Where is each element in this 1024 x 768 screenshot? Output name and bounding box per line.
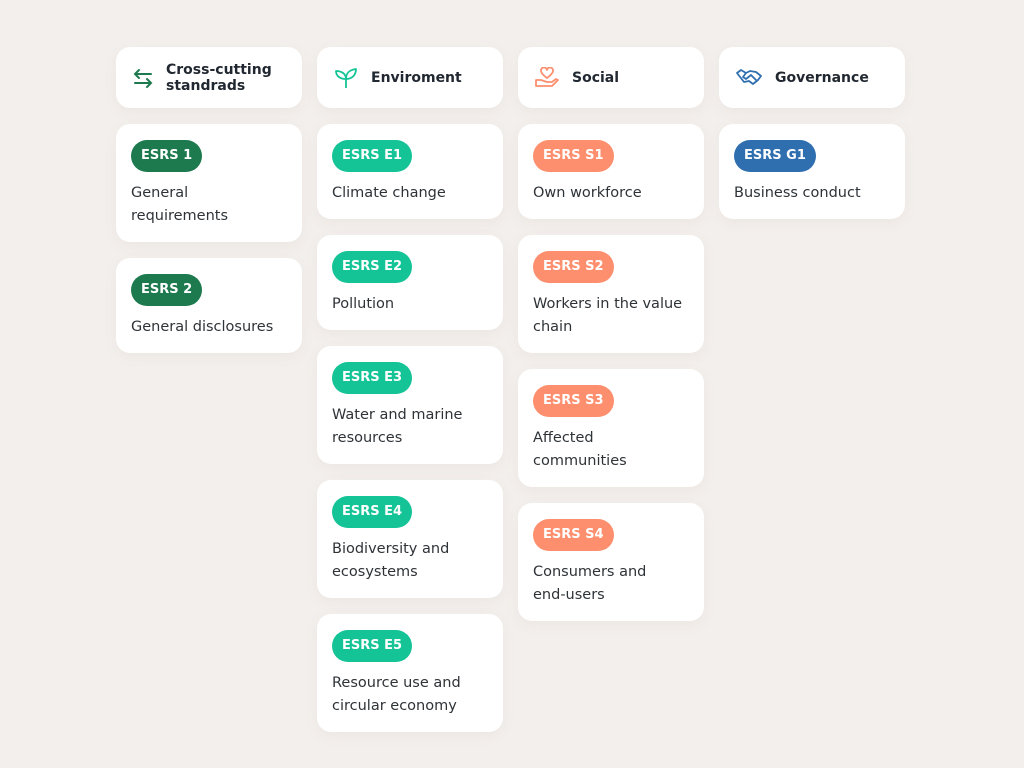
standard-label: Consumers and end-users bbox=[533, 564, 647, 603]
standard-code-badge: ESRS S2 bbox=[533, 251, 614, 283]
column-title: Cross-cutting standrads bbox=[166, 61, 272, 94]
standard-code-badge: ESRS 1 bbox=[131, 140, 203, 172]
standard-label: Biodiversity and ecosystems bbox=[332, 541, 450, 580]
standard-card[interactable]: ESRS S3 Affected communities bbox=[518, 369, 704, 487]
standard-code-badge: ESRS S3 bbox=[533, 385, 614, 417]
standard-card[interactable]: ESRS E2 Pollution bbox=[317, 235, 503, 330]
standard-label: Pollution bbox=[332, 296, 395, 312]
standard-code-badge: ESRS S1 bbox=[533, 140, 614, 172]
standard-label: Affected communities bbox=[533, 430, 627, 469]
handshake-icon bbox=[735, 67, 763, 89]
standard-label: General disclosures bbox=[131, 319, 274, 335]
standard-card[interactable]: ESRS S1 Own workforce bbox=[518, 124, 704, 219]
standard-card[interactable]: ESRS G1 Business conduct bbox=[719, 124, 905, 219]
standard-card[interactable]: ESRS E3 Water and marine resources bbox=[317, 346, 503, 464]
esrs-standards-grid: Cross-cutting standrads ESRS 1 General r… bbox=[116, 47, 905, 732]
column-cross-cutting: Cross-cutting standrads ESRS 1 General r… bbox=[116, 47, 302, 732]
standard-card[interactable]: ESRS 2 General disclosures bbox=[116, 258, 302, 353]
standard-card[interactable]: ESRS S2 Workers in the value chain bbox=[518, 235, 704, 353]
arrows-exchange-icon bbox=[132, 67, 154, 89]
standard-label: Business conduct bbox=[734, 185, 861, 201]
leaf-sprout-icon bbox=[333, 67, 359, 89]
heart-hand-icon bbox=[534, 66, 560, 89]
standard-label: Resource use and circular economy bbox=[332, 675, 461, 714]
standard-code-badge: ESRS S4 bbox=[533, 519, 614, 551]
standard-code-badge: ESRS G1 bbox=[734, 140, 816, 172]
column-header: Governance bbox=[719, 47, 905, 108]
column-header: Social bbox=[518, 47, 704, 108]
standard-label: Climate change bbox=[332, 185, 446, 201]
standard-card[interactable]: ESRS E5 Resource use and circular econom… bbox=[317, 614, 503, 732]
column-governance: Governance ESRS G1 Business conduct bbox=[719, 47, 905, 732]
column-title: Enviroment bbox=[371, 69, 462, 86]
standard-card[interactable]: ESRS 1 General requirements bbox=[116, 124, 302, 242]
standard-card[interactable]: ESRS E4 Biodiversity and ecosystems bbox=[317, 480, 503, 598]
standard-code-badge: ESRS E3 bbox=[332, 362, 413, 394]
column-social: Social ESRS S1 Own workforce ESRS S2 Wor… bbox=[518, 47, 704, 732]
standard-code-badge: ESRS E1 bbox=[332, 140, 413, 172]
standard-label: Own workforce bbox=[533, 185, 642, 201]
column-title: Governance bbox=[775, 69, 869, 86]
column-header: Enviroment bbox=[317, 47, 503, 108]
column-enviroment: Enviroment ESRS E1 Climate change ESRS E… bbox=[317, 47, 503, 732]
standard-code-badge: ESRS E4 bbox=[332, 496, 413, 528]
column-title: Social bbox=[572, 69, 620, 86]
standard-code-badge: ESRS 2 bbox=[131, 274, 203, 306]
standard-label: Water and marine resources bbox=[332, 407, 463, 446]
standard-code-badge: ESRS E2 bbox=[332, 251, 413, 283]
standard-card[interactable]: ESRS E1 Climate change bbox=[317, 124, 503, 219]
column-header: Cross-cutting standrads bbox=[116, 47, 302, 108]
standard-label: Workers in the value chain bbox=[533, 296, 683, 335]
standard-label: General requirements bbox=[131, 185, 229, 224]
standard-card[interactable]: ESRS S4 Consumers and end-users bbox=[518, 503, 704, 621]
standard-code-badge: ESRS E5 bbox=[332, 630, 413, 662]
